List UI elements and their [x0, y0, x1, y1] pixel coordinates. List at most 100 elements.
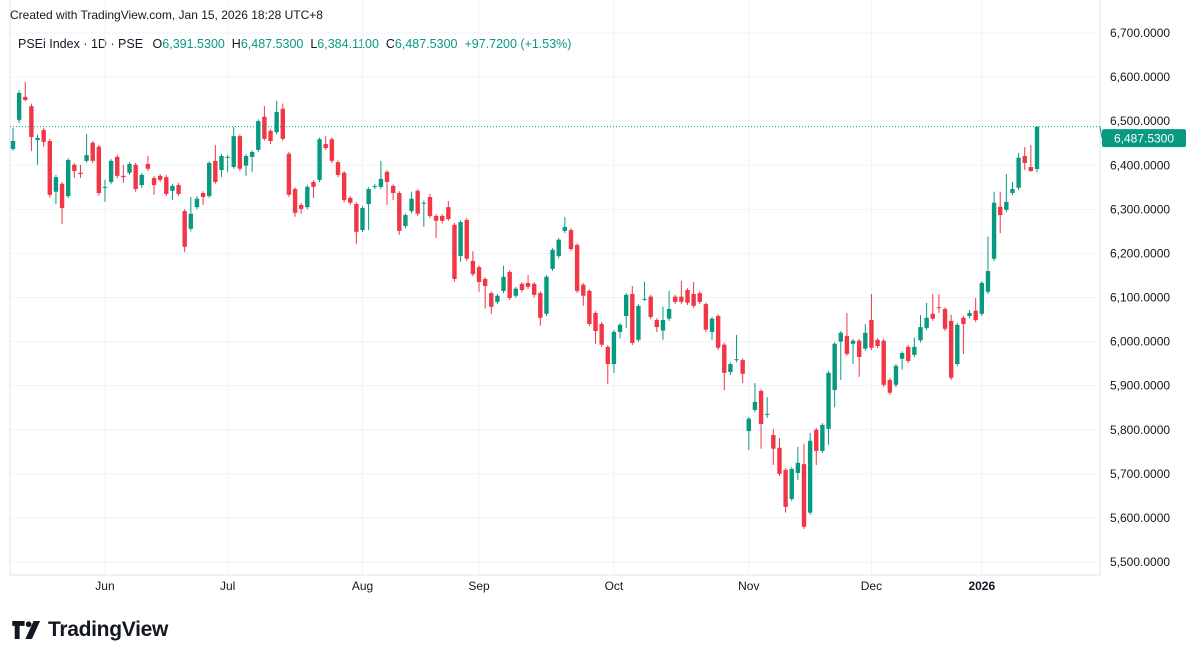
candle [53, 174, 59, 205]
candle [973, 297, 978, 323]
candle-body [1010, 189, 1015, 194]
candle-body [636, 305, 641, 340]
candle-body [446, 207, 451, 220]
candle [366, 187, 371, 231]
candle [433, 214, 439, 238]
candle [673, 294, 678, 305]
candle [446, 200, 451, 221]
logo-text: TradingView [48, 618, 169, 641]
candle-body [41, 129, 46, 142]
candle-body [623, 294, 629, 317]
y-tick-label: 5,800.0000 [1110, 423, 1170, 437]
candle-body [752, 401, 758, 410]
last-price-marker: 6,487.5300 [10, 126, 1186, 148]
candle [151, 175, 157, 195]
candle [550, 248, 555, 272]
chart-credit: Created with TradingView.com, Jan 15, 20… [10, 8, 323, 22]
ohlc-legend: PSEi Index · 1D · PSE O6,391.5300 H6,487… [18, 37, 571, 51]
high-value: 6,487.5300 [240, 37, 304, 51]
open-value: 6,391.5300 [162, 37, 225, 51]
candle [286, 152, 292, 197]
candle [354, 202, 359, 245]
candle [464, 218, 469, 261]
candle-body [918, 327, 923, 341]
candle [697, 291, 702, 305]
candle [924, 302, 929, 331]
candle-body [390, 185, 396, 194]
candle [1004, 174, 1009, 212]
candle-body [630, 293, 635, 343]
candle [525, 275, 531, 290]
candle-body [556, 239, 561, 257]
last-price-badge [1102, 129, 1186, 148]
candle-body [470, 260, 476, 275]
candle-body [476, 267, 482, 283]
y-tick-label: 6,400.0000 [1110, 158, 1170, 172]
candle [10, 127, 16, 151]
candle-body [666, 308, 672, 319]
candle-body [348, 197, 353, 203]
x-tick-label: Oct [605, 579, 624, 593]
candle-body [507, 271, 512, 298]
candle-body [341, 172, 347, 201]
candle-body [366, 189, 371, 205]
candle [78, 164, 83, 179]
candle-body [863, 332, 868, 349]
candle-body [1022, 155, 1027, 164]
candle [1022, 147, 1027, 171]
candle-body [703, 304, 709, 330]
candle-body [495, 295, 500, 302]
candle [617, 323, 623, 339]
candle [531, 282, 537, 298]
candle-body [200, 193, 206, 197]
candle [691, 282, 696, 309]
candle-body [887, 379, 893, 393]
candle-body [65, 159, 71, 197]
candle-body [372, 185, 377, 187]
candle-body [35, 137, 40, 141]
candle-body [96, 146, 102, 194]
candle-body [906, 346, 911, 361]
candle [587, 289, 592, 327]
candle-body [323, 144, 328, 149]
candle-body [501, 276, 506, 291]
symbol-label[interactable]: PSEi Index · 1D · PSE [18, 37, 144, 51]
candle [384, 170, 390, 205]
candle [96, 144, 102, 196]
candle-body [207, 163, 212, 197]
candle [838, 331, 843, 380]
candle [421, 200, 427, 227]
candle-body [924, 317, 929, 328]
candle-body [985, 271, 991, 292]
candle [961, 316, 966, 354]
candle-body [979, 282, 985, 314]
price-axis[interactable]: 6,700.0000 6,600.0000 6,500.0000 6,400.0000… [1110, 26, 1170, 569]
candle-body [1016, 157, 1021, 188]
candle [765, 397, 770, 418]
candle [734, 334, 739, 363]
candle-body [850, 340, 856, 344]
candle-body [433, 215, 439, 221]
x-tick-label: Sep [468, 579, 490, 593]
candle [47, 138, 52, 198]
candle [348, 196, 353, 205]
candle [666, 290, 672, 321]
time-axis[interactable]: Jun Jul Aug Sep Oct Nov Dec 2026 [95, 579, 995, 593]
candle [237, 134, 243, 171]
close-value: 6,487.5300 [394, 37, 458, 51]
candle [991, 191, 997, 261]
candle [182, 209, 187, 253]
candle [623, 293, 629, 328]
candle [856, 338, 862, 377]
candle-body [151, 178, 157, 186]
candle-body [121, 175, 126, 178]
candle [268, 129, 273, 145]
candle [262, 106, 267, 141]
x-tick-label: Aug [352, 579, 373, 593]
candle [746, 416, 752, 451]
candle [930, 293, 935, 321]
candle-body [728, 364, 733, 373]
candle-body [832, 343, 837, 391]
candle-body [194, 198, 200, 208]
